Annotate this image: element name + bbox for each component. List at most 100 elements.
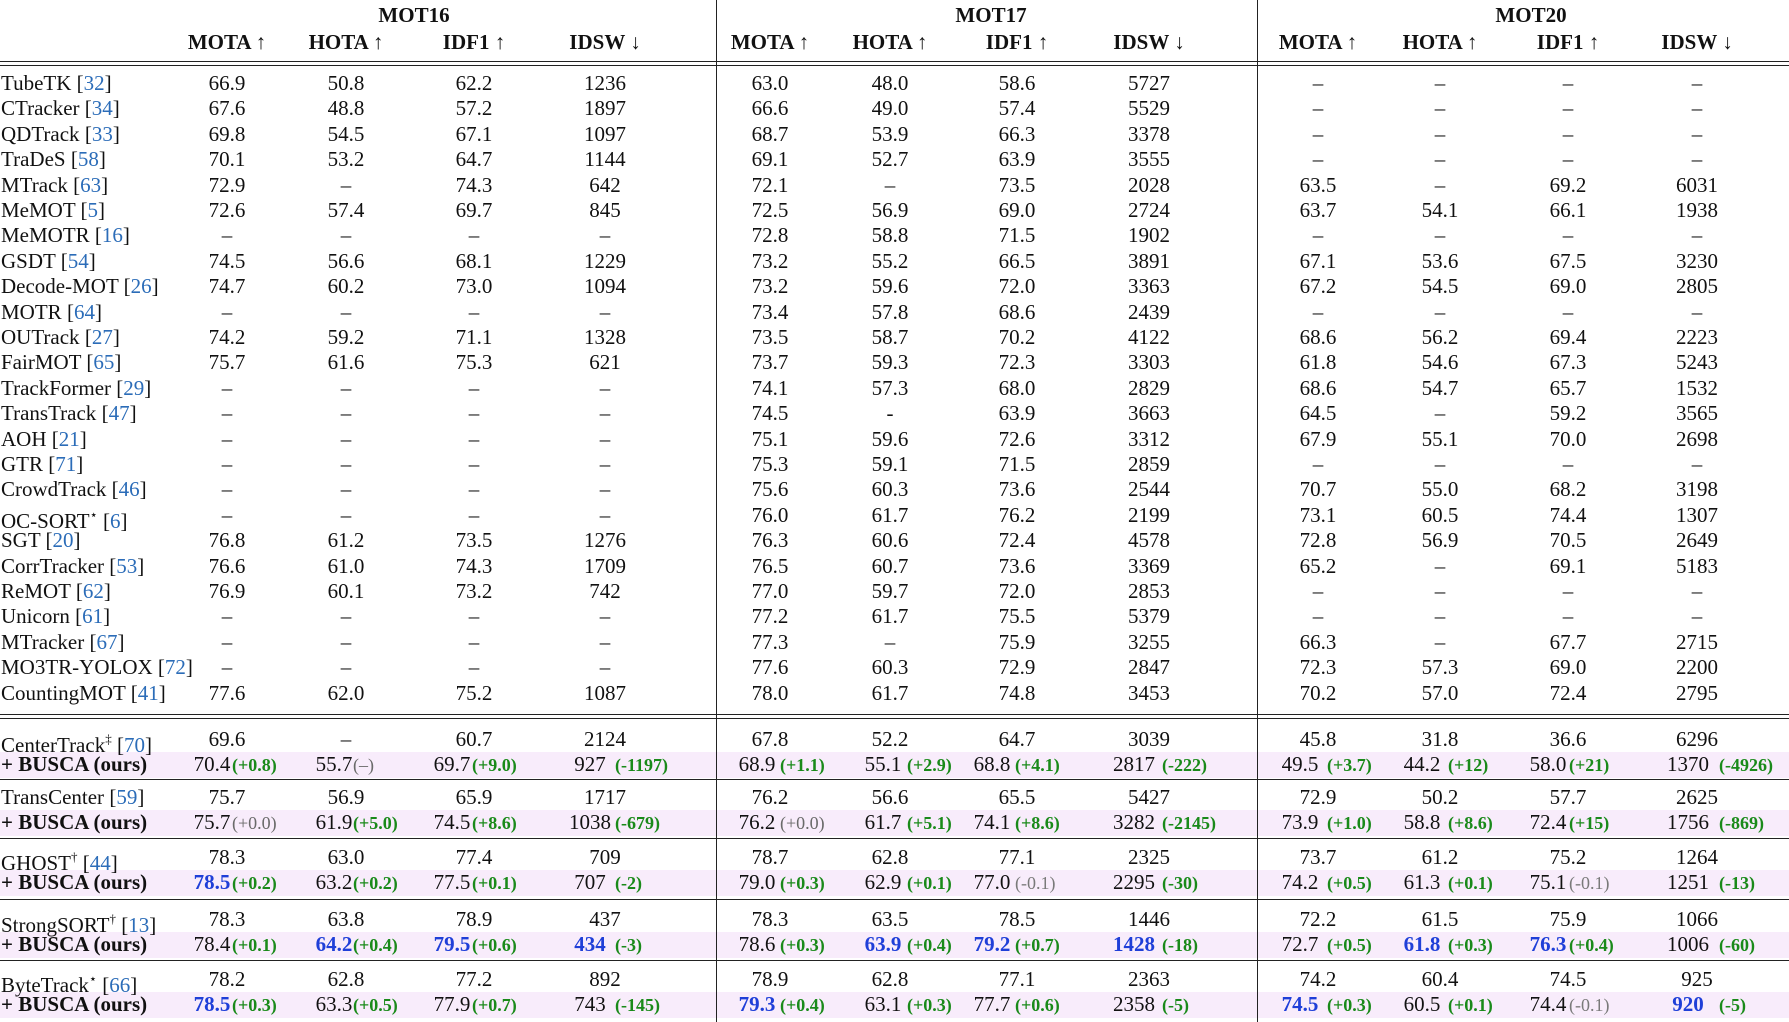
value-cell: – xyxy=(884,629,896,654)
value-cell: – xyxy=(1691,452,1703,476)
citation-link: 26 xyxy=(130,274,152,299)
citation-link: 5 xyxy=(87,198,99,222)
busca-value-cell: 707 xyxy=(574,870,606,894)
delta-cell: (+0.0) xyxy=(232,813,277,833)
delta-cell: (+1.1) xyxy=(780,755,825,775)
method-label: TransTrack xyxy=(1,401,97,426)
delta-cell: (+5.0) xyxy=(353,813,398,833)
value-cell: 63.8 xyxy=(327,907,365,931)
value-cell: 60.3 xyxy=(871,477,909,502)
value-cell: 72.4 xyxy=(1549,680,1587,705)
value-cell: 1902 xyxy=(1128,223,1170,248)
value-cell: 75.9 xyxy=(998,629,1036,654)
busca-value-cell: 78.4 xyxy=(193,932,231,956)
busca-value-cell: 74.5 xyxy=(1281,992,1319,1016)
value-cell: 78.3 xyxy=(208,907,246,931)
delta-cell: (+2.9) xyxy=(907,755,952,775)
value-cell: – xyxy=(1691,299,1703,324)
value-cell: 52.7 xyxy=(871,147,909,172)
method-name: FairMOT [65] xyxy=(1,350,122,375)
value-cell: 74.5 xyxy=(1549,967,1587,991)
busca-value-cell: 78.6 xyxy=(738,932,776,956)
value-cell: 1236 xyxy=(584,71,626,95)
value-cell: 73.5 xyxy=(998,172,1036,197)
citation-link: 32 xyxy=(83,71,105,95)
delta-cell: (+4.1) xyxy=(1015,755,1060,775)
delta-cell: (-3) xyxy=(615,935,642,955)
value-cell: 2715 xyxy=(1676,629,1718,654)
value-cell: 78.3 xyxy=(208,845,246,869)
value-cell: – xyxy=(340,223,352,248)
value-cell: 75.3 xyxy=(455,350,493,375)
value-cell: – xyxy=(1434,121,1446,146)
metric-header: IDF1 ↑ xyxy=(442,30,506,54)
value-cell: 77.3 xyxy=(751,629,789,654)
delta-cell: (-1197) xyxy=(615,755,668,775)
value-cell: 65.5 xyxy=(998,785,1036,809)
table-rule xyxy=(0,960,1789,961)
method-label: TransCenter xyxy=(1,785,105,809)
value-cell: – xyxy=(599,299,611,324)
value-cell: – xyxy=(599,655,611,680)
value-cell: – xyxy=(1691,71,1703,95)
value-cell: 5529 xyxy=(1128,96,1170,121)
value-cell: 65.2 xyxy=(1299,553,1337,578)
value-cell: 53.9 xyxy=(871,121,909,146)
value-cell: 69.6 xyxy=(208,727,246,751)
method-label: Decode-MOT xyxy=(1,274,119,299)
busca-value-cell: 72.7 xyxy=(1281,932,1319,956)
table-rule xyxy=(0,714,1789,715)
value-cell: 53.6 xyxy=(1421,248,1459,273)
value-cell: 67.2 xyxy=(1299,274,1337,299)
value-cell: 76.0 xyxy=(751,502,789,527)
method-name-busca: + BUSCA (ours) xyxy=(1,752,148,776)
busca-value-cell: 79.0 xyxy=(738,870,776,894)
value-cell: – xyxy=(599,502,611,527)
delta-cell: (+0.6) xyxy=(1015,995,1060,1015)
method-name: Decode-MOT [26] xyxy=(1,274,159,299)
value-cell: 65.7 xyxy=(1549,375,1587,400)
busca-value-cell: 44.2 xyxy=(1403,752,1441,776)
column-divider xyxy=(716,0,717,1022)
value-cell: 59.6 xyxy=(871,274,909,299)
value-cell: 6296 xyxy=(1676,727,1718,751)
value-cell: 77.1 xyxy=(998,967,1036,991)
value-cell: 77.0 xyxy=(751,579,789,603)
value-cell: 76.2 xyxy=(998,502,1036,527)
value-cell: – xyxy=(1434,553,1446,578)
busca-value-cell: 75.7 xyxy=(193,810,231,834)
value-cell: 925 xyxy=(1681,967,1713,991)
busca-value-cell: 75.1 xyxy=(1529,870,1567,894)
value-cell: 2829 xyxy=(1128,375,1170,400)
value-cell: 2439 xyxy=(1128,299,1170,324)
value-cell: 62.0 xyxy=(327,680,365,705)
value-cell: 2805 xyxy=(1676,274,1718,299)
value-cell: 5243 xyxy=(1676,350,1718,375)
delta-cell: (+8.6) xyxy=(1015,813,1060,833)
table-rule xyxy=(0,61,1789,62)
value-cell: 1097 xyxy=(584,121,626,146)
citation-link: 44 xyxy=(89,851,111,875)
value-cell: 31.8 xyxy=(1421,727,1459,751)
method-name: TransTrack [47] xyxy=(1,401,137,426)
delta-cell: (+0.7) xyxy=(1015,935,1060,955)
metric-header: HOTA ↑ xyxy=(852,30,928,54)
value-cell: 72.1 xyxy=(751,172,789,197)
value-cell: 57.4 xyxy=(327,198,365,222)
method-marker: ⋆ xyxy=(89,506,98,522)
value-cell: 56.2 xyxy=(1421,325,1459,349)
value-cell: 3363 xyxy=(1128,274,1170,299)
value-cell: 67.8 xyxy=(751,727,789,751)
delta-cell: (+0.8) xyxy=(232,755,277,775)
value-cell: 61.7 xyxy=(871,604,909,629)
delta-cell: (-679) xyxy=(615,813,660,833)
value-cell: – xyxy=(340,172,352,197)
delta-cell: (-4926) xyxy=(1719,755,1773,775)
group-header: MOT20 xyxy=(1495,3,1567,27)
value-cell: 77.4 xyxy=(455,845,493,869)
value-cell: 74.7 xyxy=(208,274,246,299)
metric-header: IDSW ↓ xyxy=(569,30,641,54)
value-cell: 1094 xyxy=(584,274,626,299)
method-name: ByteTrack⋆ [66] xyxy=(1,971,138,997)
value-cell: 75.6 xyxy=(751,477,789,502)
